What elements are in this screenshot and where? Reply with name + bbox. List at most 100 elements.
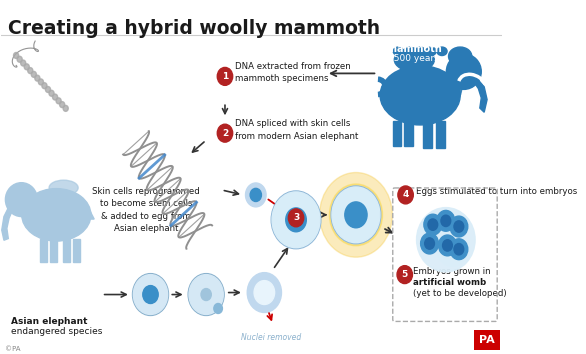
Circle shape	[56, 98, 61, 104]
Text: Eggs stimulated to turn into embryos: Eggs stimulated to turn into embryos	[416, 187, 577, 196]
Text: DNA spliced with skin cells
from modern Asian elephant: DNA spliced with skin cells from modern …	[235, 119, 359, 141]
Circle shape	[437, 210, 455, 231]
Text: DNA extracted from frozen
mammoth specimens: DNA extracted from frozen mammoth specim…	[235, 62, 351, 83]
Circle shape	[254, 281, 275, 304]
Text: 3: 3	[293, 213, 299, 222]
Circle shape	[188, 274, 224, 315]
Circle shape	[450, 239, 468, 259]
Ellipse shape	[5, 183, 38, 217]
Bar	[73, 239, 80, 262]
Text: 1: 1	[222, 72, 228, 81]
Circle shape	[45, 86, 50, 92]
Text: Asian elephant: Asian elephant	[11, 318, 87, 326]
Circle shape	[286, 208, 306, 232]
Ellipse shape	[448, 78, 462, 99]
Bar	[63, 239, 70, 262]
Ellipse shape	[426, 47, 436, 56]
Circle shape	[214, 303, 223, 313]
Circle shape	[332, 187, 380, 243]
Circle shape	[288, 209, 304, 227]
Circle shape	[21, 60, 26, 66]
Ellipse shape	[329, 184, 383, 246]
Ellipse shape	[19, 189, 39, 220]
Polygon shape	[2, 206, 13, 240]
Ellipse shape	[22, 189, 91, 241]
Circle shape	[49, 90, 54, 96]
Text: endangered species: endangered species	[11, 327, 103, 336]
Text: ©PA: ©PA	[5, 346, 21, 352]
Circle shape	[428, 219, 438, 230]
Circle shape	[454, 244, 464, 255]
Ellipse shape	[380, 66, 460, 125]
Circle shape	[143, 286, 158, 303]
Circle shape	[438, 235, 456, 256]
Circle shape	[272, 192, 320, 248]
Circle shape	[189, 275, 223, 314]
Ellipse shape	[22, 192, 38, 217]
Circle shape	[331, 186, 381, 244]
Circle shape	[42, 83, 47, 89]
Polygon shape	[90, 211, 94, 219]
Circle shape	[397, 266, 413, 284]
Ellipse shape	[424, 213, 455, 247]
Circle shape	[17, 56, 22, 62]
Text: PA: PA	[479, 335, 495, 346]
Circle shape	[217, 124, 233, 142]
Circle shape	[28, 68, 33, 74]
Text: Skin cells reprogrammed
to become stem cells
& added to egg from
Asian elephant: Skin cells reprogrammed to become stem c…	[93, 187, 200, 233]
Ellipse shape	[319, 172, 393, 257]
Circle shape	[63, 105, 68, 112]
Circle shape	[421, 233, 438, 254]
Ellipse shape	[393, 47, 403, 56]
Ellipse shape	[415, 47, 425, 56]
Circle shape	[345, 202, 367, 228]
Text: artificial womb: artificial womb	[413, 278, 486, 287]
Circle shape	[24, 64, 29, 70]
Bar	[423, 121, 432, 148]
Circle shape	[454, 221, 464, 232]
Text: woolly mammoth: woolly mammoth	[347, 44, 441, 53]
Text: extinct 4,500 years: extinct 4,500 years	[350, 54, 438, 63]
Circle shape	[250, 188, 261, 201]
Circle shape	[425, 238, 434, 249]
Text: Creating a hybrid woolly mammoth: Creating a hybrid woolly mammoth	[8, 19, 380, 38]
Circle shape	[247, 273, 281, 313]
Text: (yet to be developed): (yet to be developed)	[413, 289, 507, 298]
Circle shape	[134, 275, 168, 314]
Text: Embryos grown in: Embryos grown in	[413, 267, 491, 276]
Ellipse shape	[404, 47, 414, 56]
Ellipse shape	[448, 47, 472, 66]
Ellipse shape	[49, 180, 78, 195]
Polygon shape	[472, 78, 487, 112]
Ellipse shape	[437, 232, 468, 266]
FancyBboxPatch shape	[474, 330, 500, 350]
Bar	[393, 121, 401, 146]
Circle shape	[450, 216, 468, 237]
Circle shape	[424, 214, 442, 235]
Circle shape	[201, 289, 212, 301]
Ellipse shape	[437, 47, 447, 56]
Ellipse shape	[447, 54, 481, 90]
Circle shape	[60, 102, 64, 108]
Ellipse shape	[417, 207, 475, 272]
Bar	[404, 121, 413, 146]
Circle shape	[442, 240, 452, 251]
Circle shape	[398, 186, 413, 204]
Text: 4: 4	[403, 190, 409, 199]
Circle shape	[35, 75, 40, 81]
Circle shape	[53, 94, 57, 100]
Circle shape	[132, 274, 169, 315]
Circle shape	[217, 67, 233, 85]
Text: Nuclei removed: Nuclei removed	[241, 333, 301, 342]
Circle shape	[441, 215, 451, 227]
Circle shape	[38, 79, 43, 85]
Circle shape	[13, 52, 19, 58]
Ellipse shape	[394, 48, 434, 72]
Circle shape	[31, 72, 36, 78]
Bar	[50, 239, 57, 262]
Bar	[436, 121, 445, 148]
Text: 2: 2	[222, 129, 228, 138]
Circle shape	[271, 191, 321, 249]
Circle shape	[246, 183, 266, 207]
Text: 5: 5	[401, 270, 408, 279]
